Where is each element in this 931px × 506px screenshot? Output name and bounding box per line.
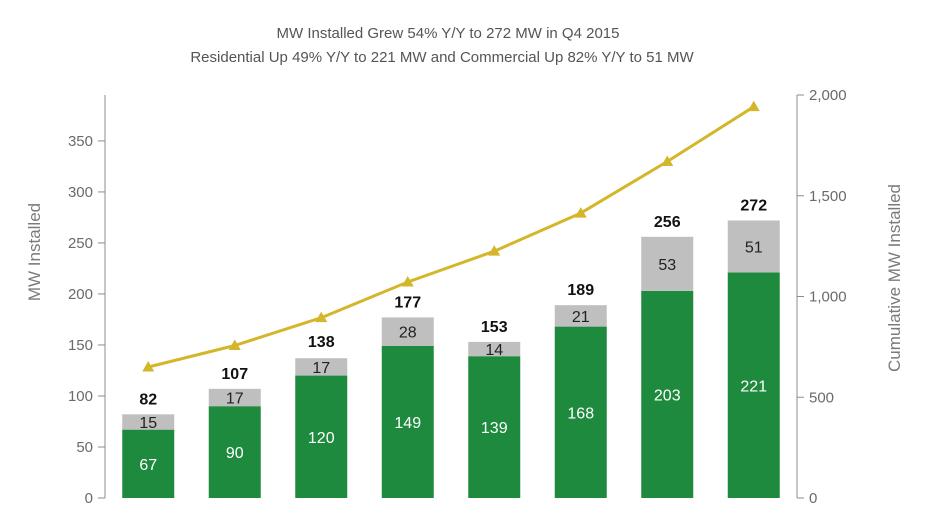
bar-total-label: 153: [481, 319, 508, 336]
bar-segment-green: [208, 406, 261, 498]
bar-segment-green: [122, 429, 175, 498]
bar-segment-gray: [727, 220, 780, 273]
bar-value-label-green: 149: [394, 415, 421, 432]
bar-value-label-gray: 28: [399, 325, 417, 342]
cumulative-marker: [574, 207, 587, 218]
bar-segment-gray: [295, 358, 348, 376]
bar-value-label-gray: 17: [226, 391, 244, 408]
bar-total-label: 177: [394, 294, 421, 311]
y-tick-label: 250: [68, 235, 93, 252]
bar-value-label-green: 203: [654, 387, 681, 404]
bar-segment-gray: [381, 317, 434, 346]
cumulative-line: [147, 105, 755, 369]
bar-segment-green: [295, 375, 348, 498]
bar-value-label-gray: 17: [312, 360, 330, 377]
bar-value-label-green: 139: [481, 420, 508, 437]
cumulative-marker: [315, 311, 328, 323]
bar-segment-green: [641, 290, 694, 498]
y-tick-label: 150: [68, 337, 93, 354]
bar-value-label-green: 90: [226, 445, 244, 462]
cumulative-marker: [747, 100, 760, 112]
bar-segment-gray: [208, 388, 261, 407]
bar-value-label-gray: 51: [745, 240, 763, 257]
y-tick-label: 200: [68, 286, 93, 303]
y2-tick-label: 0: [809, 490, 817, 506]
bar-value-label-green: 120: [308, 430, 335, 447]
bar-total-label: 138: [308, 334, 335, 351]
bar-segment-green: [554, 326, 607, 498]
bar-segment-gray: [122, 414, 175, 430]
bar-segment-green: [468, 356, 521, 498]
cumulative-marker: [488, 245, 501, 256]
y2-tick-label: 500: [809, 389, 834, 406]
bar-value-label-gray: 21: [572, 309, 590, 326]
bar-segment-green: [727, 272, 780, 498]
bar-value-label-green: 67: [139, 457, 157, 474]
y-tick-label: 100: [68, 388, 93, 405]
bar-total-label: 256: [654, 214, 681, 231]
bar-total-label: 82: [139, 391, 157, 408]
bar-value-label-gray: 15: [139, 415, 157, 432]
bar-segment-gray: [554, 305, 607, 327]
bar-value-label-gray: 53: [658, 257, 676, 274]
bar-segment-gray: [468, 341, 521, 357]
y-tick-label: 350: [68, 133, 93, 150]
bar-total-label: 272: [740, 197, 767, 214]
chart-subtitle: Residential Up 49% Y/Y to 221 MW and Com…: [190, 49, 694, 66]
y2-axis-label: Cumulative MW Installed: [885, 184, 904, 372]
bar-value-label-green: 168: [567, 405, 594, 422]
y2-tick-label: 1,500: [809, 188, 847, 205]
y2-tick-label: 1,000: [809, 289, 847, 306]
y-tick-label: 300: [68, 184, 93, 201]
y2-tick-label: 2,000: [809, 87, 847, 104]
cumulative-marker: [401, 275, 414, 287]
y-axis-label: MW Installed: [25, 203, 44, 301]
chart-title: MW Installed Grew 54% Y/Y to 272 MW in Q…: [277, 25, 620, 42]
bar-segment-green: [381, 345, 434, 498]
cumulative-marker: [661, 155, 674, 166]
bar-value-label-gray: 14: [485, 342, 503, 359]
bar-value-label-green: 221: [740, 378, 767, 395]
y-tick-label: 0: [85, 490, 93, 506]
bar-total-label: 189: [567, 282, 594, 299]
bar-total-label: 107: [221, 366, 248, 383]
cumulative-marker: [142, 361, 155, 372]
y-tick-label: 50: [76, 439, 93, 456]
cumulative-marker: [228, 339, 241, 350]
bar-segment-gray: [641, 236, 694, 291]
